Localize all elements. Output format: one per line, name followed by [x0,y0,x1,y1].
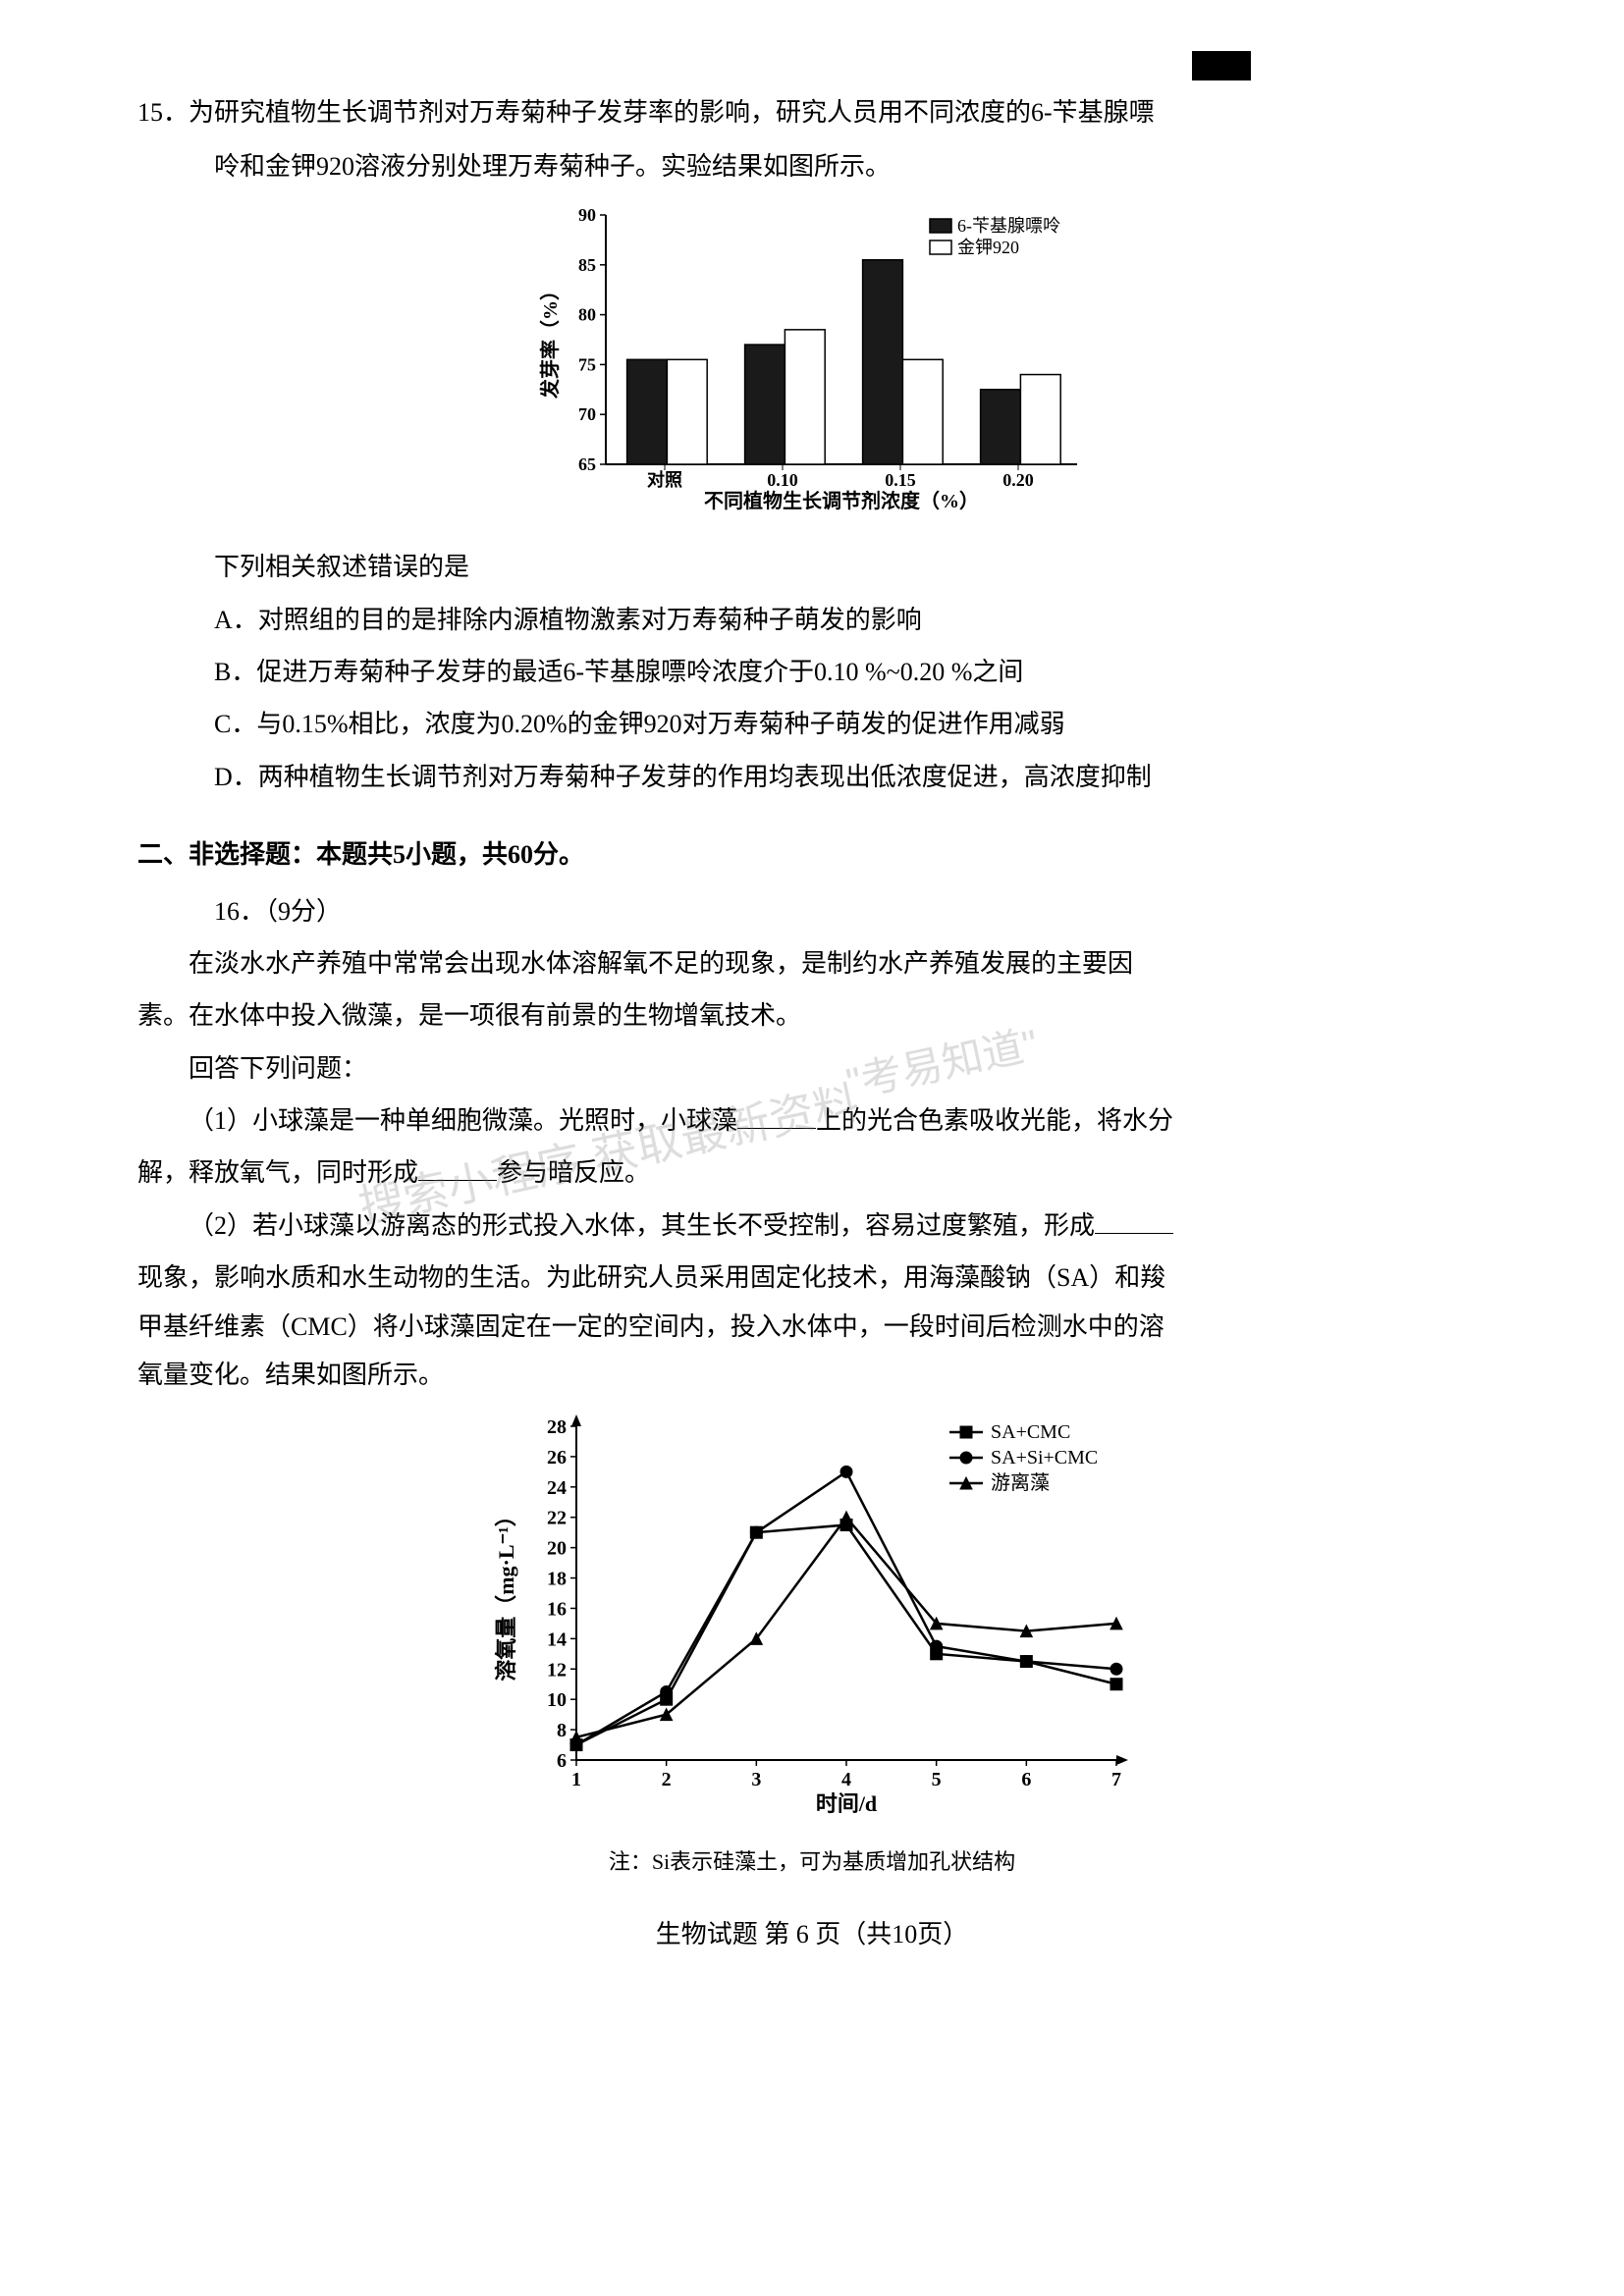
q15-substem: 下列相关叙述错误的是 [214,543,1487,591]
q16-p3: （1）小球藻是一种单细胞微藻。光照时，小球藻 上的光合色素吸收光能，将水分 [137,1096,1487,1145]
q15-opt-b: B．促进万寿菊种子发芽的最适6-苄基腺嘌呤浓度介于0.10 %~0.20 %之间 [214,648,1487,696]
blank-2 [418,1154,497,1181]
q16-p3c-line: 解，释放氧气，同时形成 参与暗反应。 [137,1148,1487,1197]
line-chart-svg: 68101214161820222426281234567时间/d溶氧量（mg·… [488,1407,1136,1819]
q16-p3c: 解，释放氧气，同时形成 [137,1158,418,1187]
svg-text:90: 90 [578,205,596,225]
bar-chart-svg: 65 70 75 80 85 90 对照 0.10 0.15 0.20 不同植物生长调节剂浓度（%）… [537,199,1087,513]
svg-text:发芽率（%）: 发芽率（%） [538,281,562,400]
q16-p4a: （2）若小球藻以游离态的形式投入水体，其生长不受控制，容易过度繁殖，形成 [189,1211,1095,1240]
svg-text:80: 80 [578,304,596,324]
svg-text:28: 28 [547,1416,567,1438]
q16-p3b: 上的光合色素吸收光能，将水分 [816,1106,1173,1135]
svg-text:0.10: 0.10 [767,470,798,490]
svg-text:4: 4 [841,1769,851,1790]
svg-text:6: 6 [1021,1769,1031,1790]
svg-text:0.20: 0.20 [1002,470,1034,490]
redaction-marker [1192,51,1251,80]
svg-text:2: 2 [662,1769,672,1790]
bar-chart: 65 70 75 80 85 90 对照 0.10 0.15 0.20 不同植物生长调节剂浓度（%）… [137,199,1487,529]
q16-p1: 在淡水水产养殖中常常会出现水体溶解氧不足的现象，是制约水产养殖发展的主要因 [137,939,1487,988]
svg-text:3: 3 [751,1769,761,1790]
svg-text:12: 12 [547,1660,567,1682]
svg-text:26: 26 [547,1447,567,1468]
svg-text:16: 16 [547,1599,567,1621]
blank-1 [737,1102,816,1129]
q15-opt-c: C．与0.15%相比，浓度为0.20%的金钾920对万寿菊种子萌发的促进作用减弱 [214,700,1487,748]
svg-text:8: 8 [557,1721,567,1742]
svg-text:游离藻: 游离藻 [991,1471,1050,1494]
svg-text:5: 5 [932,1769,942,1790]
q16-p4b: 现象，影响水质和水生动物的生活。为此研究人员采用固定化技术，用海藻酸钠（SA）和… [137,1254,1487,1302]
blank-3 [1095,1207,1173,1234]
svg-text:溶氧量（mg·L⁻¹）: 溶氧量（mg·L⁻¹） [494,1506,518,1682]
q15-stem-l2: 呤和金钾920溶液分别处理万寿菊种子。实验结果如图所示。 [214,142,1487,190]
svg-text:70: 70 [578,404,596,424]
svg-text:金钾920: 金钾920 [957,238,1019,257]
q16-p4: （2）若小球藻以游离态的形式投入水体，其生长不受控制，容易过度繁殖，形成 [137,1201,1487,1250]
svg-text:24: 24 [547,1477,567,1499]
svg-text:6-苄基腺嘌呤: 6-苄基腺嘌呤 [957,216,1060,236]
q15-options: A．对照组的目的是排除内源植物激素对万寿菊种子萌发的影响 B．促进万寿菊种子发芽… [214,596,1487,802]
page-content: 15．为研究植物生长调节剂对万寿菊种子发芽率的影响，研究人员用不同浓度的6-苄基… [0,0,1624,2017]
svg-text:不同植物生长调节剂浓度（%）: 不同植物生长调节剂浓度（%） [704,489,979,512]
svg-text:对照: 对照 [647,469,682,490]
svg-text:14: 14 [547,1629,567,1651]
svg-text:6: 6 [557,1750,567,1772]
svg-text:75: 75 [578,354,596,374]
svg-text:SA+CMC: SA+CMC [991,1421,1070,1443]
svg-text:7: 7 [1111,1769,1121,1790]
svg-text:SA+Si+CMC: SA+Si+CMC [991,1447,1098,1468]
svg-text:10: 10 [547,1690,567,1712]
q15-opt-a: A．对照组的目的是排除内源植物激素对万寿菊种子萌发的影响 [214,596,1487,644]
page-footer: 生物试题 第 6 页（共10页） [137,1910,1487,1958]
q16-p4c: 甲基纤维素（CMC）将小球藻固定在一定的空间内，投入水体中，一段时间后检测水中的… [137,1303,1487,1351]
q16-p1b: 素。在水体中投入微藻，是一项很有前景的生物增氧技术。 [137,991,1487,1040]
svg-text:65: 65 [578,454,596,474]
svg-text:22: 22 [547,1508,567,1529]
q15: 15．为研究植物生长调节剂对万寿菊种子发芽率的影响，研究人员用不同浓度的6-苄基… [137,88,1487,801]
q16-p4d: 氧量变化。结果如图所示。 [137,1351,1487,1399]
q16-number: 16．（9分） [214,887,1487,935]
line-chart-note: 注：Si表示硅藻土，可为基质增加孔状结构 [137,1842,1487,1883]
q16-p2: 回答下列问题： [137,1044,1487,1093]
svg-text:18: 18 [547,1569,567,1590]
q16-p3d: 参与暗反应。 [497,1158,650,1187]
q15-opt-d: D．两种植物生长调节剂对万寿菊种子发芽的作用均表现出低浓度促进，高浓度抑制 [214,753,1487,801]
svg-text:85: 85 [578,255,596,275]
line-chart: 68101214161820222426281234567时间/d溶氧量（mg·… [137,1407,1487,1882]
svg-text:时间/d: 时间/d [816,1791,877,1816]
q15-stem-l1: 为研究植物生长调节剂对万寿菊种子发芽率的影响，研究人员用不同浓度的6-苄基腺嘌 [189,98,1155,127]
section2-heading: 二、非选择题：本题共5小题，共60分。 [137,830,1487,879]
q16-p1a: 在淡水水产养殖中常常会出现水体溶解氧不足的现象，是制约水产养殖发展的主要因 [189,949,1133,978]
q15-number: 15． [137,98,189,127]
svg-text:20: 20 [547,1538,567,1560]
svg-text:1: 1 [571,1769,581,1790]
q16-p3a: （1）小球藻是一种单细胞微藻。光照时，小球藻 [189,1106,737,1135]
svg-text:0.15: 0.15 [885,470,916,490]
